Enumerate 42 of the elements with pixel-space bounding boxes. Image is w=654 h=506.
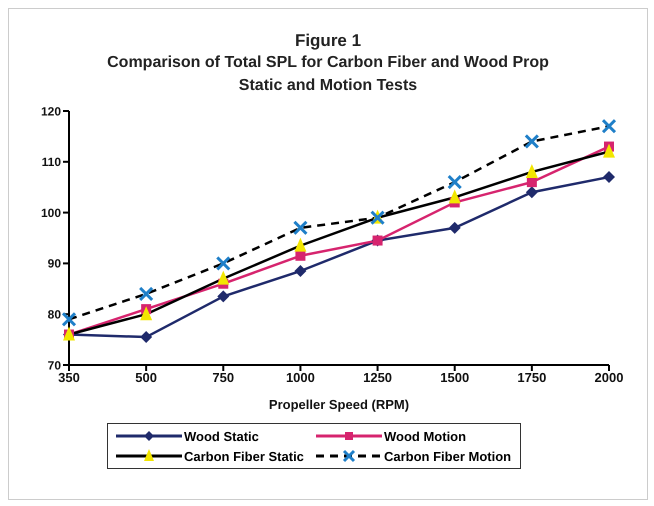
y-tick-label: 120 <box>40 104 62 118</box>
point <box>216 256 231 271</box>
point <box>295 250 306 261</box>
point <box>603 171 615 184</box>
y-tick-label: 100 <box>40 206 62 220</box>
x-tick-label: 500 <box>135 370 157 386</box>
x-tick-label: 1000 <box>286 370 315 386</box>
x-tick-label: 2000 <box>594 370 624 386</box>
y-tick-label: 90 <box>48 256 62 271</box>
point <box>62 312 76 327</box>
point <box>526 177 537 188</box>
y-tick-label: 80 <box>48 307 62 322</box>
x-axis-title: Propeller Speed (RPM) <box>268 397 410 412</box>
point <box>447 174 462 190</box>
point <box>217 290 230 302</box>
legend-label: Carbon Fiber Motion <box>384 448 512 464</box>
point <box>294 238 306 252</box>
point <box>140 331 152 344</box>
point <box>140 306 152 320</box>
point <box>526 164 538 178</box>
point <box>217 270 230 285</box>
point <box>602 118 616 134</box>
point <box>603 144 615 158</box>
x-tick-label: 1750 <box>517 370 546 386</box>
point <box>448 222 461 234</box>
x-tick-label: 1250 <box>363 370 392 386</box>
y-tick-label: 110 <box>42 155 62 170</box>
legend-label: Carbon Fiber Static <box>184 448 304 464</box>
point <box>526 186 538 198</box>
point <box>524 134 540 149</box>
chart-title: Figure 1 <box>294 31 362 51</box>
point <box>294 265 306 278</box>
chart-subtitle: Comparison of Total SPL for Carbon Fiber and Wood Prop Static and Motion Tests <box>106 53 550 96</box>
y-tick-label: 70 <box>48 358 62 372</box>
legend-label: Wood Static <box>184 428 259 444</box>
point <box>292 220 308 236</box>
legend-label: Wood Motion <box>384 428 466 444</box>
x-tick-label: 350 <box>58 370 80 386</box>
point <box>448 189 461 204</box>
x-tick-label: 1500 <box>440 370 470 386</box>
point <box>138 286 154 302</box>
x-tick-label: 750 <box>212 370 234 386</box>
